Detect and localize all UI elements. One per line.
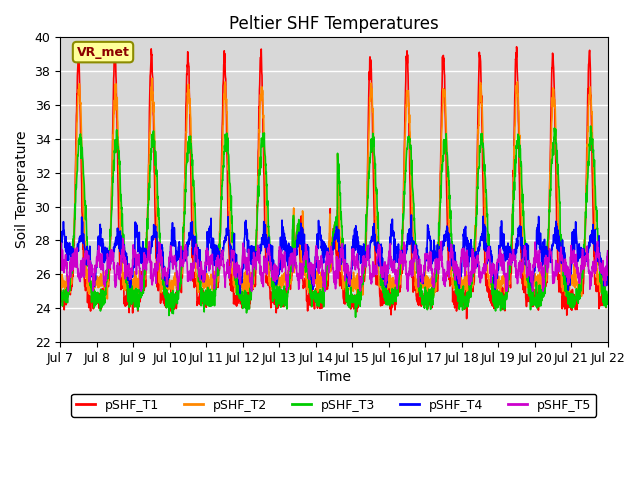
pSHF_T4 — [556, 249, 564, 255]
pSHF_T5 — [209, 275, 217, 281]
Line: pSHF_T2: pSHF_T2 — [60, 78, 607, 299]
pSHF_T3 — [571, 302, 579, 308]
pSHF_T5 — [350, 263, 358, 268]
pSHF_T1 — [556, 272, 564, 277]
pSHF_T2 — [104, 296, 111, 302]
pSHF_T1 — [571, 301, 579, 307]
pSHF_T3 — [209, 290, 217, 296]
Line: pSHF_T1: pSHF_T1 — [60, 47, 607, 319]
pSHF_T4 — [571, 232, 579, 238]
pSHF_T3 — [349, 299, 357, 304]
pSHF_T5 — [65, 288, 72, 294]
Line: pSHF_T4: pSHF_T4 — [60, 215, 607, 293]
pSHF_T2 — [148, 75, 156, 81]
pSHF_T3 — [362, 228, 369, 234]
pSHF_T2 — [56, 278, 64, 284]
pSHF_T2 — [362, 222, 370, 228]
pSHF_T2 — [350, 282, 358, 288]
pSHF_T4 — [350, 250, 358, 256]
pSHF_T3 — [604, 299, 611, 305]
pSHF_T5 — [571, 263, 579, 269]
pSHF_T5 — [493, 260, 501, 265]
pSHF_T4 — [362, 252, 369, 257]
pSHF_T2 — [209, 278, 217, 284]
pSHF_T5 — [119, 236, 127, 241]
pSHF_T4 — [236, 290, 244, 296]
pSHF_T3 — [493, 304, 501, 310]
pSHF_T4 — [408, 212, 415, 218]
pSHF_T2 — [493, 288, 501, 293]
Title: Peltier SHF Temperatures: Peltier SHF Temperatures — [229, 15, 439, 33]
pSHF_T4 — [209, 254, 217, 260]
pSHF_T5 — [556, 250, 564, 256]
pSHF_T3 — [587, 123, 595, 129]
pSHF_T5 — [604, 248, 611, 254]
pSHF_T1 — [349, 293, 357, 299]
pSHF_T1 — [463, 316, 470, 322]
Line: pSHF_T3: pSHF_T3 — [60, 126, 607, 317]
pSHF_T4 — [604, 251, 611, 256]
pSHF_T2 — [604, 269, 611, 275]
pSHF_T3 — [556, 198, 563, 204]
Y-axis label: Soil Temperature: Soil Temperature — [15, 131, 29, 248]
pSHF_T1 — [56, 298, 64, 303]
pSHF_T1 — [362, 262, 369, 268]
pSHF_T3 — [352, 314, 360, 320]
pSHF_T2 — [571, 283, 579, 288]
pSHF_T4 — [493, 276, 501, 281]
X-axis label: Time: Time — [317, 370, 351, 384]
pSHF_T1 — [209, 300, 217, 305]
pSHF_T5 — [56, 250, 64, 256]
Text: VR_met: VR_met — [77, 46, 129, 59]
pSHF_T1 — [513, 44, 520, 49]
Line: pSHF_T5: pSHF_T5 — [60, 239, 607, 291]
pSHF_T4 — [56, 268, 64, 274]
pSHF_T3 — [56, 289, 64, 295]
pSHF_T1 — [493, 291, 501, 297]
pSHF_T5 — [362, 256, 370, 262]
pSHF_T2 — [556, 260, 564, 265]
pSHF_T1 — [604, 300, 611, 305]
Legend: pSHF_T1, pSHF_T2, pSHF_T3, pSHF_T4, pSHF_T5: pSHF_T1, pSHF_T2, pSHF_T3, pSHF_T4, pSHF… — [71, 394, 596, 417]
